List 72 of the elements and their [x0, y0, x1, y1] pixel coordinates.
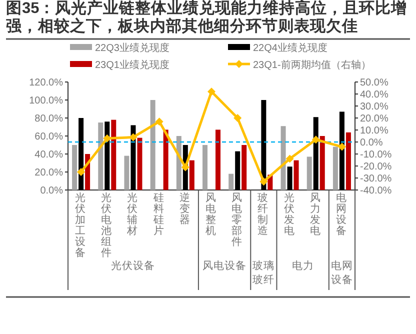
y2-tick-label: -30.0%	[360, 174, 392, 184]
bar	[346, 132, 351, 190]
bar	[287, 166, 292, 190]
point	[338, 142, 346, 151]
bar	[313, 117, 318, 190]
text: 电网设备	[330, 259, 353, 287]
point	[181, 163, 190, 172]
text: 风电设备	[202, 259, 248, 273]
y-tick-label: 120.0%	[29, 78, 64, 88]
point	[208, 88, 216, 96]
legend-label: 22Q4业绩兑现度	[253, 42, 328, 54]
legend-label: 22Q3业绩兑现度	[95, 42, 170, 54]
y2-tick-label: 10.0%	[360, 126, 388, 136]
bar	[124, 156, 130, 190]
text: 光伏设备	[110, 259, 156, 273]
x-tick-label: 光伏加工设备	[75, 192, 86, 259]
x-tick-label: 电网设备	[336, 192, 347, 237]
bar	[242, 145, 247, 190]
y-tick-label: 40.0%	[34, 150, 64, 160]
bar	[320, 136, 325, 190]
y-tick-label: 0.0%	[40, 186, 64, 196]
y2-tick-label: -20.0%	[360, 162, 392, 172]
bar	[189, 160, 194, 190]
bar	[137, 138, 142, 190]
legend-label: 23Q1-前两期均值（右轴）	[253, 59, 371, 71]
y-tick-label: 100.0%	[29, 96, 64, 106]
y-tick-label: 80.0%	[34, 114, 64, 124]
point	[129, 133, 138, 142]
y2-tick-label: 30.0%	[360, 102, 388, 112]
y2-tick-label: 20.0%	[360, 114, 388, 124]
y2-tick-label: 40.0%	[360, 90, 388, 100]
point	[155, 118, 164, 126]
x-tick-label: 玻纤制造	[258, 192, 269, 237]
x-tick-label: 硅料硅片	[153, 192, 164, 237]
bar	[111, 120, 116, 190]
bar	[294, 160, 299, 190]
bar	[163, 130, 168, 190]
bar	[339, 112, 344, 190]
bar	[202, 145, 208, 190]
x-tick-label: 光伏辅材	[127, 192, 138, 237]
bar	[306, 156, 312, 190]
text: 玻璃玻纤	[252, 259, 275, 287]
x-tick-label: 风电零部件	[232, 192, 243, 248]
bar	[98, 122, 104, 190]
bar	[104, 122, 110, 190]
point	[286, 154, 294, 163]
x-tick-label: 光伏发电	[284, 192, 295, 237]
x-tick-label: 逆变器	[179, 192, 190, 226]
y2-tick-label: 50.0%	[360, 78, 388, 88]
bar	[150, 100, 156, 190]
text: 电力	[290, 259, 315, 273]
bar	[235, 151, 240, 190]
y-tick-label: 60.0%	[34, 132, 64, 142]
point	[260, 178, 268, 186]
point	[312, 136, 320, 144]
x-tick-label: 风电整机	[206, 192, 216, 237]
y2-tick-label: -40.0%	[360, 186, 392, 196]
legend-label: 23Q1业绩兑现度	[95, 59, 170, 71]
bar	[261, 100, 266, 190]
bar	[72, 145, 78, 190]
y2-tick-label: 0.0%	[360, 138, 383, 148]
y2-tick-label: -10.0%	[360, 150, 392, 160]
x-tick-label: 光伏电池组件	[101, 192, 112, 259]
x-tick-label: 风力发电	[310, 192, 321, 237]
point	[234, 114, 242, 122]
bar	[228, 174, 234, 190]
bar	[332, 146, 338, 190]
bar	[280, 126, 286, 190]
bar	[78, 118, 84, 190]
y-tick-label: 20.0%	[34, 168, 64, 178]
bar	[216, 130, 220, 190]
point	[77, 168, 86, 176]
